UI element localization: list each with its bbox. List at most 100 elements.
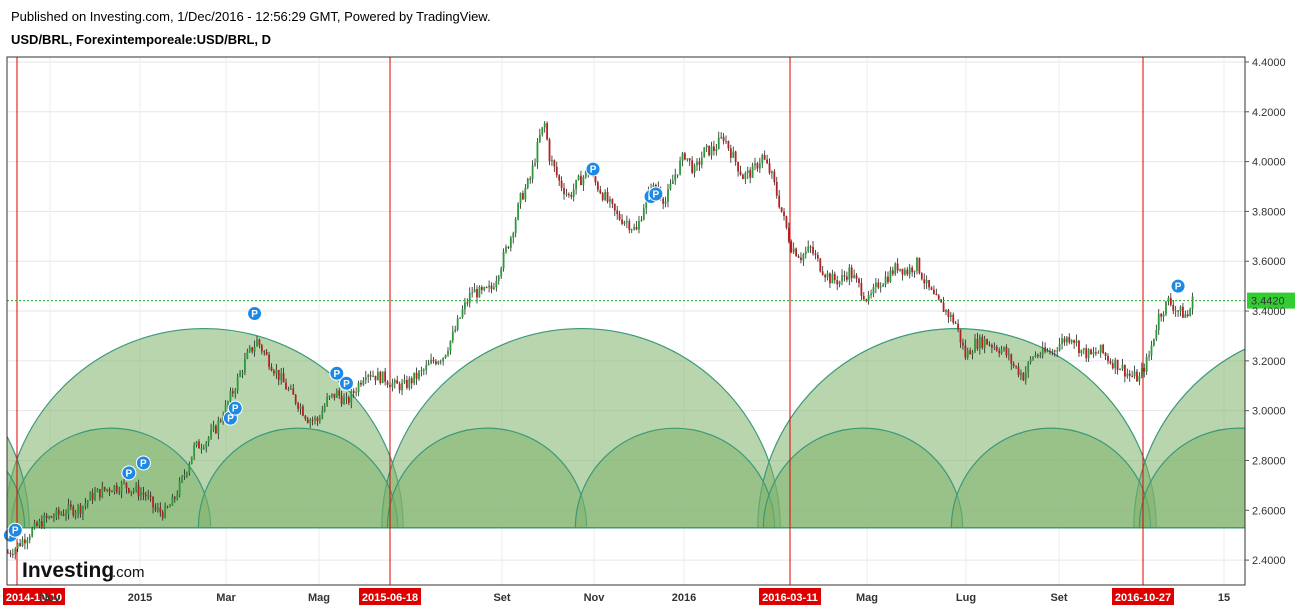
candle-down bbox=[773, 171, 776, 182]
candle-up bbox=[983, 338, 986, 348]
vertical-marker-badge bbox=[759, 588, 821, 605]
candle-up bbox=[604, 191, 607, 200]
candle-up bbox=[826, 273, 829, 278]
candle-up bbox=[113, 485, 116, 492]
candle-down bbox=[821, 271, 824, 275]
candle-down bbox=[374, 375, 377, 381]
x-tick-label: 2015 bbox=[128, 592, 152, 604]
candle-up bbox=[120, 482, 123, 493]
candle-down bbox=[843, 275, 846, 277]
candle-up bbox=[1189, 308, 1192, 317]
candle-up bbox=[376, 371, 379, 381]
candle-down bbox=[981, 336, 984, 348]
candle-down bbox=[485, 287, 488, 289]
candle-down bbox=[347, 397, 350, 403]
candle-up bbox=[229, 391, 232, 402]
candle-down bbox=[783, 211, 785, 217]
candle-down bbox=[410, 378, 413, 384]
candle-up bbox=[132, 490, 135, 492]
candle-down bbox=[1111, 363, 1114, 369]
candle-down bbox=[1078, 340, 1080, 354]
candle-up bbox=[582, 176, 585, 186]
candle-down bbox=[490, 285, 493, 289]
candle-down bbox=[722, 136, 725, 142]
candle-down bbox=[930, 287, 933, 290]
p-marker[interactable]: P bbox=[227, 400, 243, 416]
candle-up bbox=[355, 392, 358, 394]
candle-down bbox=[616, 210, 619, 215]
candle-down bbox=[962, 342, 964, 346]
candle-up bbox=[123, 482, 125, 484]
candle-up bbox=[761, 155, 764, 164]
candle-down bbox=[1090, 349, 1092, 355]
candle-up bbox=[65, 514, 67, 516]
candle-up bbox=[14, 548, 17, 555]
candle-up bbox=[420, 370, 423, 372]
candle-down bbox=[338, 390, 341, 396]
candle-up bbox=[200, 448, 203, 450]
candle-up bbox=[401, 382, 403, 391]
candle-up bbox=[343, 398, 345, 405]
p-marker[interactable]: P bbox=[7, 522, 23, 538]
candle-down bbox=[594, 175, 597, 183]
x-tick-label: Mag bbox=[856, 592, 878, 604]
p-marker[interactable]: P bbox=[338, 375, 354, 391]
candle-up bbox=[28, 536, 31, 540]
candle-down bbox=[507, 246, 510, 248]
p-marker[interactable]: P bbox=[121, 465, 137, 481]
candle-up bbox=[966, 350, 969, 358]
candle-up bbox=[48, 516, 50, 518]
candles-series bbox=[7, 121, 1194, 560]
candle-down bbox=[995, 346, 998, 351]
p-marker[interactable]: P bbox=[1170, 278, 1186, 294]
p-marker[interactable]: P bbox=[585, 161, 601, 177]
candle-down bbox=[352, 390, 355, 394]
candle-down bbox=[91, 492, 94, 500]
p-marker[interactable]: P bbox=[329, 365, 345, 381]
candle-up bbox=[77, 505, 80, 513]
candle-down bbox=[901, 268, 904, 275]
candle-down bbox=[36, 522, 38, 526]
candle-up bbox=[289, 388, 292, 390]
candle-up bbox=[430, 359, 432, 364]
p-marker-circle bbox=[648, 186, 664, 202]
candle-up bbox=[993, 346, 996, 348]
candle-up bbox=[169, 505, 171, 508]
candle-up bbox=[1070, 340, 1073, 343]
candle-up bbox=[541, 127, 544, 135]
candle-up bbox=[1056, 350, 1059, 352]
candle-up bbox=[710, 146, 713, 156]
candle-down bbox=[1172, 304, 1175, 311]
candle-down bbox=[398, 383, 401, 391]
candle-down bbox=[824, 274, 827, 278]
candle-up bbox=[1150, 345, 1153, 356]
candle-up bbox=[207, 437, 210, 443]
x-tick-label: Set bbox=[1050, 592, 1067, 604]
candle-down bbox=[118, 491, 121, 493]
candle-down bbox=[596, 182, 599, 190]
candle-down bbox=[768, 163, 771, 174]
last-price-badge bbox=[1247, 292, 1295, 309]
candle-up bbox=[403, 379, 406, 383]
candle-down bbox=[1049, 350, 1051, 353]
candle-down bbox=[613, 203, 616, 211]
p-marker[interactable]: P bbox=[135, 455, 151, 471]
p-marker-circle bbox=[121, 465, 137, 481]
candle-down bbox=[302, 406, 304, 416]
candle-down bbox=[69, 504, 72, 507]
candle-up bbox=[275, 369, 278, 374]
candle-up bbox=[253, 346, 256, 352]
candle-up bbox=[413, 372, 416, 384]
p-marker[interactable]: P bbox=[247, 306, 263, 322]
p-marker[interactable]: P bbox=[648, 186, 664, 202]
candle-up bbox=[86, 500, 89, 504]
candle-up bbox=[1179, 306, 1182, 312]
candle-up bbox=[350, 390, 353, 403]
candle-up bbox=[1174, 310, 1177, 312]
candle-up bbox=[531, 165, 534, 179]
candle-down bbox=[635, 226, 638, 230]
candle-down bbox=[563, 187, 565, 194]
candle-up bbox=[754, 163, 756, 166]
candle-down bbox=[727, 141, 730, 149]
